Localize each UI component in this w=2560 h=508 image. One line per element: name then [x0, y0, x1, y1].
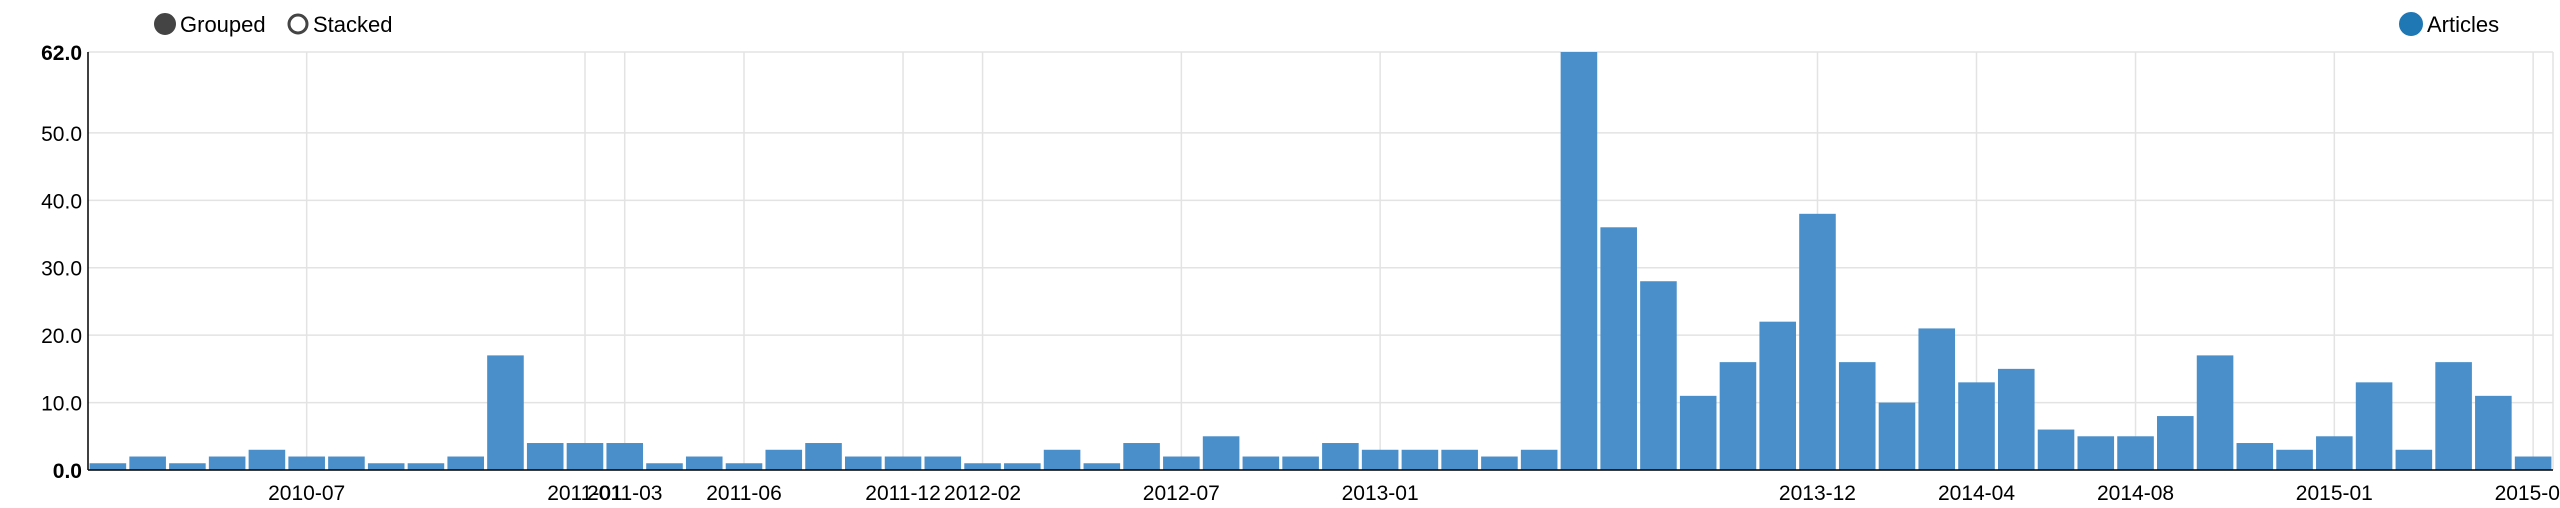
bars-layer	[89, 52, 2552, 470]
bar[interactable]	[2514, 456, 2552, 470]
x-tick-label: 2014-04	[1938, 482, 2015, 505]
bar[interactable]	[1282, 456, 1319, 470]
stacked-label: Stacked	[313, 12, 393, 37]
bar[interactable]	[129, 456, 166, 470]
bar[interactable]	[1083, 463, 1121, 470]
x-tick-label: 2011-06	[706, 482, 782, 505]
y-tick-label: 10.0	[41, 393, 82, 416]
bar[interactable]	[2355, 382, 2393, 470]
y-tick-label: 50.0	[41, 123, 82, 146]
bar[interactable]	[2236, 443, 2274, 470]
bar[interactable]	[1679, 395, 1717, 470]
bar[interactable]	[1242, 456, 1280, 470]
axis-layer: 0.0 10.0 20.0 30.0 40.0 50.0 62.0 2010-07 2011-0…	[41, 42, 2560, 505]
bar[interactable]	[407, 463, 445, 470]
bar[interactable]	[1481, 456, 1518, 470]
bar[interactable]	[1560, 52, 1598, 470]
grouped-label: Grouped	[180, 12, 266, 37]
legend[interactable]: Articles	[2399, 12, 2499, 37]
bar[interactable]	[2037, 429, 2075, 470]
x-tick-label: 2011-12	[865, 482, 941, 505]
x-tick-label: 2013-01	[1342, 482, 1419, 505]
bar[interactable]	[685, 456, 723, 470]
bar[interactable]	[1322, 443, 1359, 470]
bar[interactable]	[288, 456, 325, 470]
bar[interactable]	[526, 443, 564, 470]
x-tick-label: 2011-03	[587, 482, 663, 505]
x-tick-label: 2014-08	[2097, 482, 2174, 505]
bar[interactable]	[1123, 443, 1160, 470]
bar[interactable]	[725, 463, 763, 470]
y-tick-label: 30.0	[41, 258, 82, 281]
bar[interactable]	[1958, 382, 1995, 470]
bar[interactable]	[1441, 449, 1478, 470]
bar[interactable]	[1838, 362, 1876, 470]
stacked-radio-icon[interactable]	[287, 13, 309, 35]
bar[interactable]	[844, 456, 882, 470]
y-tick-label: 40.0	[41, 190, 82, 213]
bar[interactable]	[169, 463, 206, 470]
bar[interactable]	[1997, 368, 2035, 470]
bar[interactable]	[646, 463, 683, 470]
bar[interactable]	[1918, 328, 1956, 470]
bar[interactable]	[566, 443, 604, 470]
bar[interactable]	[2435, 362, 2472, 470]
bar[interactable]	[2157, 416, 2194, 470]
bar[interactable]	[248, 449, 286, 470]
bar[interactable]	[89, 463, 127, 470]
bar[interactable]	[1799, 213, 1836, 470]
bar[interactable]	[2395, 449, 2433, 470]
legend-label-articles: Articles	[2427, 12, 2499, 37]
grouped-option[interactable]: Grouped	[154, 12, 266, 37]
bar[interactable]	[2196, 355, 2234, 470]
bar[interactable]	[1361, 449, 1399, 470]
bar[interactable]	[2117, 436, 2154, 470]
bar[interactable]	[447, 456, 484, 470]
bar[interactable]	[1163, 456, 1200, 470]
x-tick-label: 2013-12	[1779, 482, 1856, 505]
bar[interactable]	[328, 456, 365, 470]
bar[interactable]	[367, 463, 405, 470]
bar[interactable]	[1600, 227, 1637, 470]
bar[interactable]	[1520, 449, 1558, 470]
bar[interactable]	[2077, 436, 2115, 470]
bar[interactable]	[1401, 449, 1439, 470]
x-tick-label: 2015-06	[2495, 482, 2560, 505]
x-tick-label: 2012-07	[1143, 482, 1220, 505]
bar[interactable]	[924, 456, 962, 470]
bar[interactable]	[1878, 402, 1916, 470]
bar[interactable]	[1640, 281, 1677, 470]
bar[interactable]	[208, 456, 246, 470]
y-tick-label: 0.0	[53, 460, 82, 483]
x-tick-label: 2012-02	[944, 482, 1021, 505]
bar[interactable]	[1043, 449, 1081, 470]
y-tick-label: 62.0	[41, 42, 82, 65]
bar[interactable]	[1719, 362, 1757, 470]
stacked-option[interactable]: Stacked	[287, 12, 393, 37]
x-tick-label: 2015-01	[2296, 482, 2373, 505]
legend-swatch-icon[interactable]	[2399, 12, 2423, 36]
x-tick-label: 2011-01	[547, 482, 623, 505]
y-tick-label: 20.0	[41, 325, 82, 348]
bar[interactable]	[1759, 321, 1797, 470]
bar[interactable]	[884, 456, 922, 470]
grouped-radio-icon[interactable]	[154, 13, 176, 35]
bar[interactable]	[2475, 395, 2512, 470]
bar[interactable]	[1202, 436, 1240, 470]
bar[interactable]	[2316, 436, 2353, 470]
bar[interactable]	[964, 463, 1001, 470]
x-tick-label: 2010-07	[268, 482, 345, 505]
bar[interactable]	[765, 449, 803, 470]
bar[interactable]	[606, 443, 644, 470]
grid-layer	[88, 51, 2554, 471]
bar[interactable]	[487, 355, 524, 470]
bar[interactable]	[2276, 449, 2313, 470]
bar[interactable]	[805, 443, 842, 470]
bar[interactable]	[1004, 463, 1041, 470]
